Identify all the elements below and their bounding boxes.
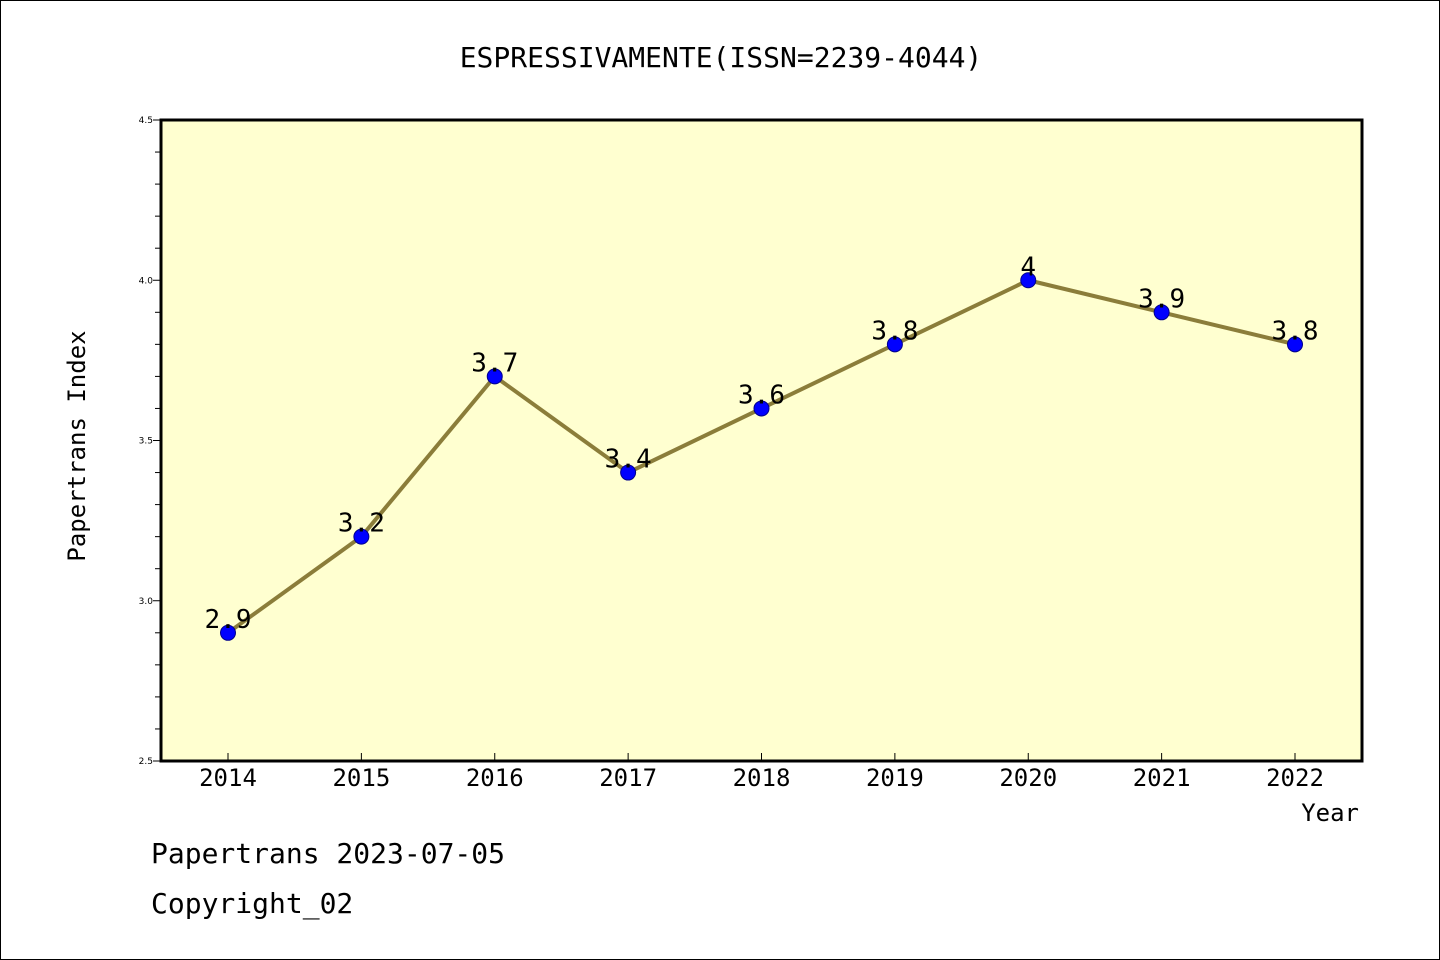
x-tick-label: 2015 xyxy=(332,764,390,792)
y-tick-label: 4.0 xyxy=(139,276,154,286)
data-point xyxy=(1287,336,1303,353)
x-tick-label: 2016 xyxy=(466,764,524,792)
x-tick-label: 2014 xyxy=(199,764,257,792)
footer-copyright: Copyright_02 xyxy=(151,887,354,920)
data-label: 3.2 xyxy=(338,509,385,539)
x-axis-label: Year xyxy=(1301,799,1359,827)
x-tick-label: 2019 xyxy=(866,764,924,792)
data-point xyxy=(220,624,236,641)
y-axis-ticks: 2.5 3.0 3.5 4.0 4.5 xyxy=(139,116,161,767)
x-tick-label: 2022 xyxy=(1266,764,1324,792)
plot-area xyxy=(159,118,1364,763)
data-label: 3.6 xyxy=(738,380,785,410)
data-point xyxy=(886,336,903,353)
x-tick-label: 2017 xyxy=(599,764,657,792)
data-label: 2.9 xyxy=(205,605,252,635)
data-point xyxy=(1153,304,1170,321)
x-tick-label: 2020 xyxy=(999,764,1057,792)
y-tick-label: 3.5 xyxy=(139,437,153,447)
data-point xyxy=(353,528,370,545)
y-tick-label: 4.5 xyxy=(139,116,153,126)
x-tick-label: 2018 xyxy=(733,764,791,792)
data-label: 4 xyxy=(1020,252,1036,282)
x-axis-ticks: 2014 2015 2016 2017 2018 2019 2020 2021 2022 xyxy=(199,753,1324,792)
data-label: 3.8 xyxy=(1272,316,1319,346)
y-axis-label: Papertrans Index xyxy=(63,330,91,561)
data-label: 3.4 xyxy=(605,445,652,475)
data-point xyxy=(753,400,770,417)
y-tick-label: 3.0 xyxy=(139,597,154,607)
data-point xyxy=(486,368,503,385)
y-tick-label: 2.5 xyxy=(139,757,153,767)
data-point xyxy=(620,464,637,481)
x-tick-label: 2021 xyxy=(1133,764,1191,792)
data-label: 3.8 xyxy=(871,316,918,346)
series-layer: 2.9 3.2 3.7 3.4 3.6 3.8 4 3.9 3.8 xyxy=(205,252,1319,641)
data-point xyxy=(1020,272,1037,289)
footer-date: Papertrans 2023-07-05 xyxy=(151,837,506,870)
data-label: 3.9 xyxy=(1138,284,1185,314)
data-label: 3.7 xyxy=(471,348,518,378)
chart-title: ESPRESSIVAMENTE(ISSN=2239-4044) xyxy=(460,41,983,74)
